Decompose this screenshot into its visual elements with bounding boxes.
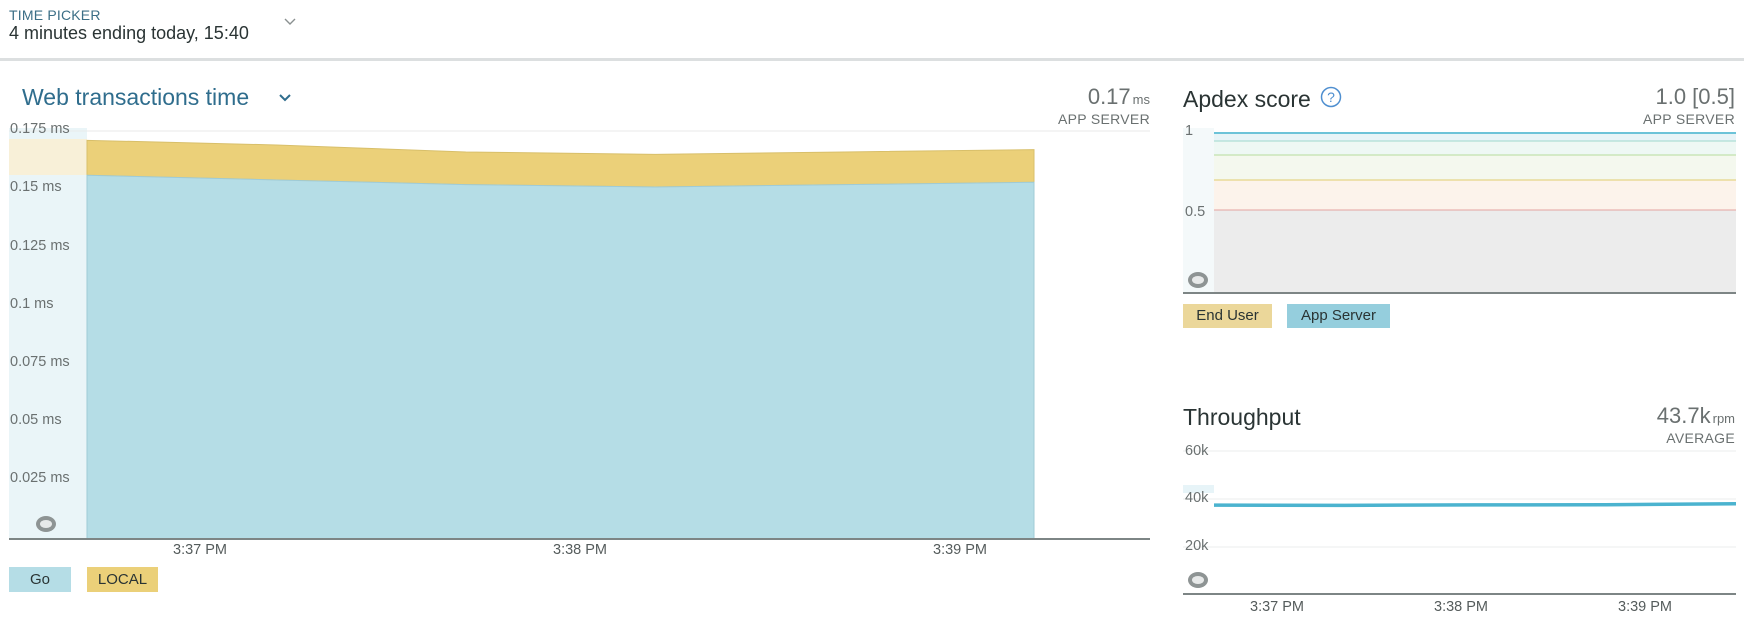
throughput-value: 43.7k rpm [1656,403,1735,428]
y-tick-label: 60k [1185,443,1209,459]
apdex-value: 1.0 [0.5] [1655,84,1735,109]
x-tick-label: 3:37 PM [173,542,227,558]
hide-chart-toggle[interactable] [1188,272,1208,288]
y-tick-label: 0.075 ms [10,354,70,370]
throughput-series-line [1213,501,1736,508]
x-tick-label: 3:37 PM [1250,599,1304,615]
y-tick-label: 40k [1185,490,1209,506]
apdex-chart [1183,128,1736,294]
legend-local-button[interactable]: LOCAL [87,567,158,592]
legend-go-button[interactable]: Go [9,567,71,592]
time-picker-value[interactable]: 4 minutes ending today, 15:40 [9,23,249,43]
chart-left-band [9,128,87,540]
y-tick-label: 1 [1185,123,1194,139]
time-picker-bar[interactable] [0,0,1744,61]
throughput-chart [1183,450,1736,595]
throughput-sublabel: AVERAGE [1666,430,1735,446]
chevron-down-icon[interactable] [283,14,297,28]
svg-text:?: ? [1327,89,1335,105]
time-picker-label: TIME PICKER [9,7,101,23]
chevron-down-icon[interactable] [277,89,293,105]
y-tick-label: 0.025 ms [10,470,70,486]
web-transactions-value: 0.17 ms [1087,84,1150,109]
x-tick-label: 3:38 PM [1434,599,1488,615]
apdex-sublabel: APP SERVER [1643,111,1735,127]
hide-chart-toggle[interactable] [36,516,56,532]
y-tick-label: 0.175 ms [10,121,70,137]
y-tick-label: 0.125 ms [10,238,70,254]
apdex-title: Apdex score [1183,86,1311,112]
web-transactions-sublabel: APP SERVER [1058,111,1150,127]
x-tick-label: 3:39 PM [933,542,987,558]
y-tick-label: 0.05 ms [10,412,62,428]
y-tick-label: 0.5 [1185,204,1206,220]
x-tick-label: 3:38 PM [553,542,607,558]
y-tick-label: 20k [1185,538,1209,554]
legend-app-server-button[interactable]: App Server [1287,304,1390,328]
legend-end-user-button[interactable]: End User [1183,304,1272,328]
web-transactions-title[interactable]: Web transactions time [22,84,250,110]
x-tick-label: 3:39 PM [1618,599,1672,615]
go-series-area [86,174,1035,540]
y-tick-label: 0.1 ms [10,296,54,312]
y-tick-label: 0.15 ms [10,179,62,195]
help-icon[interactable]: ? [1320,86,1342,108]
web-transactions-chart [9,128,1150,540]
chart-left-band-local [9,139,87,175]
hide-chart-toggle[interactable] [1188,572,1208,588]
throughput-title: Throughput [1183,404,1301,430]
